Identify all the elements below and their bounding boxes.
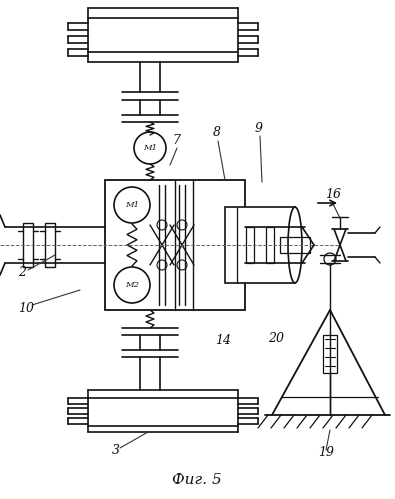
Circle shape [157, 220, 167, 230]
Text: 16: 16 [325, 189, 341, 202]
Text: 7: 7 [172, 134, 180, 147]
Text: 19: 19 [318, 446, 334, 459]
Text: М1: М1 [143, 144, 157, 152]
Circle shape [324, 253, 336, 265]
Text: М2: М2 [125, 281, 139, 289]
Text: 9: 9 [255, 121, 263, 135]
Bar [246, 227, 254, 263]
Circle shape [177, 220, 187, 230]
Circle shape [157, 260, 167, 270]
Bar [23, 223, 33, 267]
Text: М1: М1 [125, 201, 139, 209]
Circle shape [134, 132, 166, 164]
Text: 8: 8 [213, 127, 221, 140]
Text: 3: 3 [112, 444, 120, 457]
Text: 14: 14 [215, 333, 231, 346]
Circle shape [114, 267, 150, 303]
Bar [105, 180, 245, 310]
Bar [266, 227, 274, 263]
Circle shape [114, 187, 150, 223]
Bar [45, 223, 55, 267]
Text: 20: 20 [268, 331, 284, 344]
Text: Фиг. 5: Фиг. 5 [172, 473, 222, 487]
Bar [280, 237, 310, 253]
Text: 10: 10 [18, 301, 34, 314]
Circle shape [177, 260, 187, 270]
Ellipse shape [288, 207, 302, 283]
Bar [225, 207, 295, 283]
Text: 2: 2 [18, 265, 26, 278]
Bar [323, 335, 337, 373]
